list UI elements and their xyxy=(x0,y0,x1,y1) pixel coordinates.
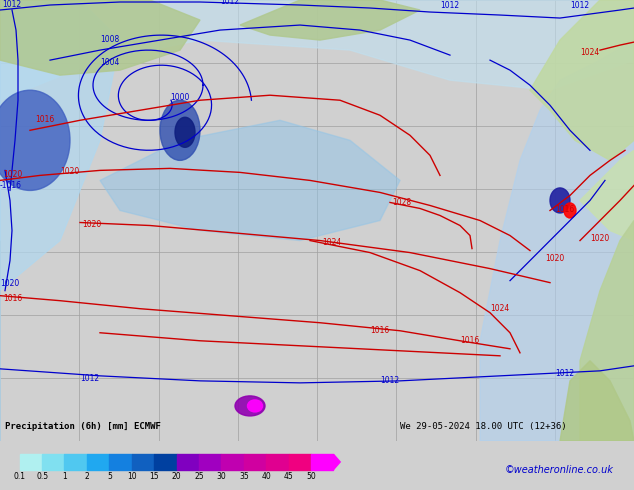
Text: 1016: 1016 xyxy=(35,115,55,124)
Text: 1012: 1012 xyxy=(440,1,459,10)
Text: 1028: 1028 xyxy=(392,198,411,207)
Bar xyxy=(42,454,65,469)
Bar xyxy=(244,454,266,469)
Bar xyxy=(199,454,221,469)
Text: 1012: 1012 xyxy=(380,376,399,385)
Text: 40: 40 xyxy=(261,472,271,481)
Text: Precipitation (6h) [mm] ECMWF: Precipitation (6h) [mm] ECMWF xyxy=(5,422,161,431)
Text: 1012: 1012 xyxy=(555,369,574,378)
Text: 1008: 1008 xyxy=(100,35,119,44)
Polygon shape xyxy=(0,0,634,241)
Polygon shape xyxy=(333,454,340,469)
Text: 1016: 1016 xyxy=(370,326,389,335)
Ellipse shape xyxy=(160,100,200,160)
Text: 1020: 1020 xyxy=(3,171,22,179)
Text: 5: 5 xyxy=(107,472,112,481)
Polygon shape xyxy=(580,150,634,241)
Text: 1020: 1020 xyxy=(0,279,19,288)
Text: 1000: 1000 xyxy=(170,93,190,102)
Text: 25: 25 xyxy=(194,472,204,481)
Text: 45: 45 xyxy=(284,472,294,481)
Text: We 29-05-2024 18.00 UTC (12+36): We 29-05-2024 18.00 UTC (12+36) xyxy=(400,422,567,431)
Text: 1020: 1020 xyxy=(60,168,79,176)
Text: ©weatheronline.co.uk: ©weatheronline.co.uk xyxy=(505,465,614,475)
Bar xyxy=(311,454,333,469)
Text: 1024: 1024 xyxy=(322,238,341,246)
Polygon shape xyxy=(530,0,634,160)
Text: 20: 20 xyxy=(172,472,181,481)
Polygon shape xyxy=(100,120,400,241)
Text: 15: 15 xyxy=(150,472,159,481)
Ellipse shape xyxy=(564,203,576,218)
Text: 0.1: 0.1 xyxy=(14,472,25,481)
Text: 1012: 1012 xyxy=(2,0,21,9)
Text: -1016: -1016 xyxy=(0,181,22,191)
Text: 1020: 1020 xyxy=(590,234,609,243)
Text: 1012: 1012 xyxy=(220,0,239,6)
Text: 1020: 1020 xyxy=(545,254,564,263)
Text: 2: 2 xyxy=(84,472,89,481)
Polygon shape xyxy=(0,0,200,75)
Polygon shape xyxy=(480,40,634,441)
Text: 30: 30 xyxy=(217,472,226,481)
Ellipse shape xyxy=(175,117,195,147)
Bar xyxy=(20,454,42,469)
Text: 1: 1 xyxy=(62,472,67,481)
Text: 1016: 1016 xyxy=(3,294,22,303)
Bar xyxy=(288,454,311,469)
Polygon shape xyxy=(240,0,420,40)
Text: 0.5: 0.5 xyxy=(36,472,48,481)
Bar xyxy=(221,454,244,469)
Text: 1016: 1016 xyxy=(460,336,479,345)
Polygon shape xyxy=(580,220,634,441)
Bar xyxy=(266,454,288,469)
Bar xyxy=(109,454,132,469)
Text: 1020: 1020 xyxy=(82,220,101,228)
Text: 50: 50 xyxy=(306,472,316,481)
Bar xyxy=(154,454,177,469)
Bar xyxy=(65,454,87,469)
Text: 1012: 1012 xyxy=(570,1,589,10)
Text: 1004: 1004 xyxy=(100,58,119,67)
Ellipse shape xyxy=(235,396,265,416)
Text: 10: 10 xyxy=(127,472,136,481)
Text: 35: 35 xyxy=(239,472,249,481)
Text: 1016: 1016 xyxy=(555,205,574,215)
Text: 1024: 1024 xyxy=(490,304,509,313)
Text: 1012: 1012 xyxy=(80,374,99,383)
Bar xyxy=(132,454,154,469)
Ellipse shape xyxy=(247,400,262,412)
Bar xyxy=(177,454,199,469)
Text: 1024: 1024 xyxy=(580,48,599,57)
Bar xyxy=(87,454,109,469)
Ellipse shape xyxy=(550,188,570,213)
Polygon shape xyxy=(560,361,634,441)
Polygon shape xyxy=(0,0,120,441)
Ellipse shape xyxy=(0,90,70,191)
